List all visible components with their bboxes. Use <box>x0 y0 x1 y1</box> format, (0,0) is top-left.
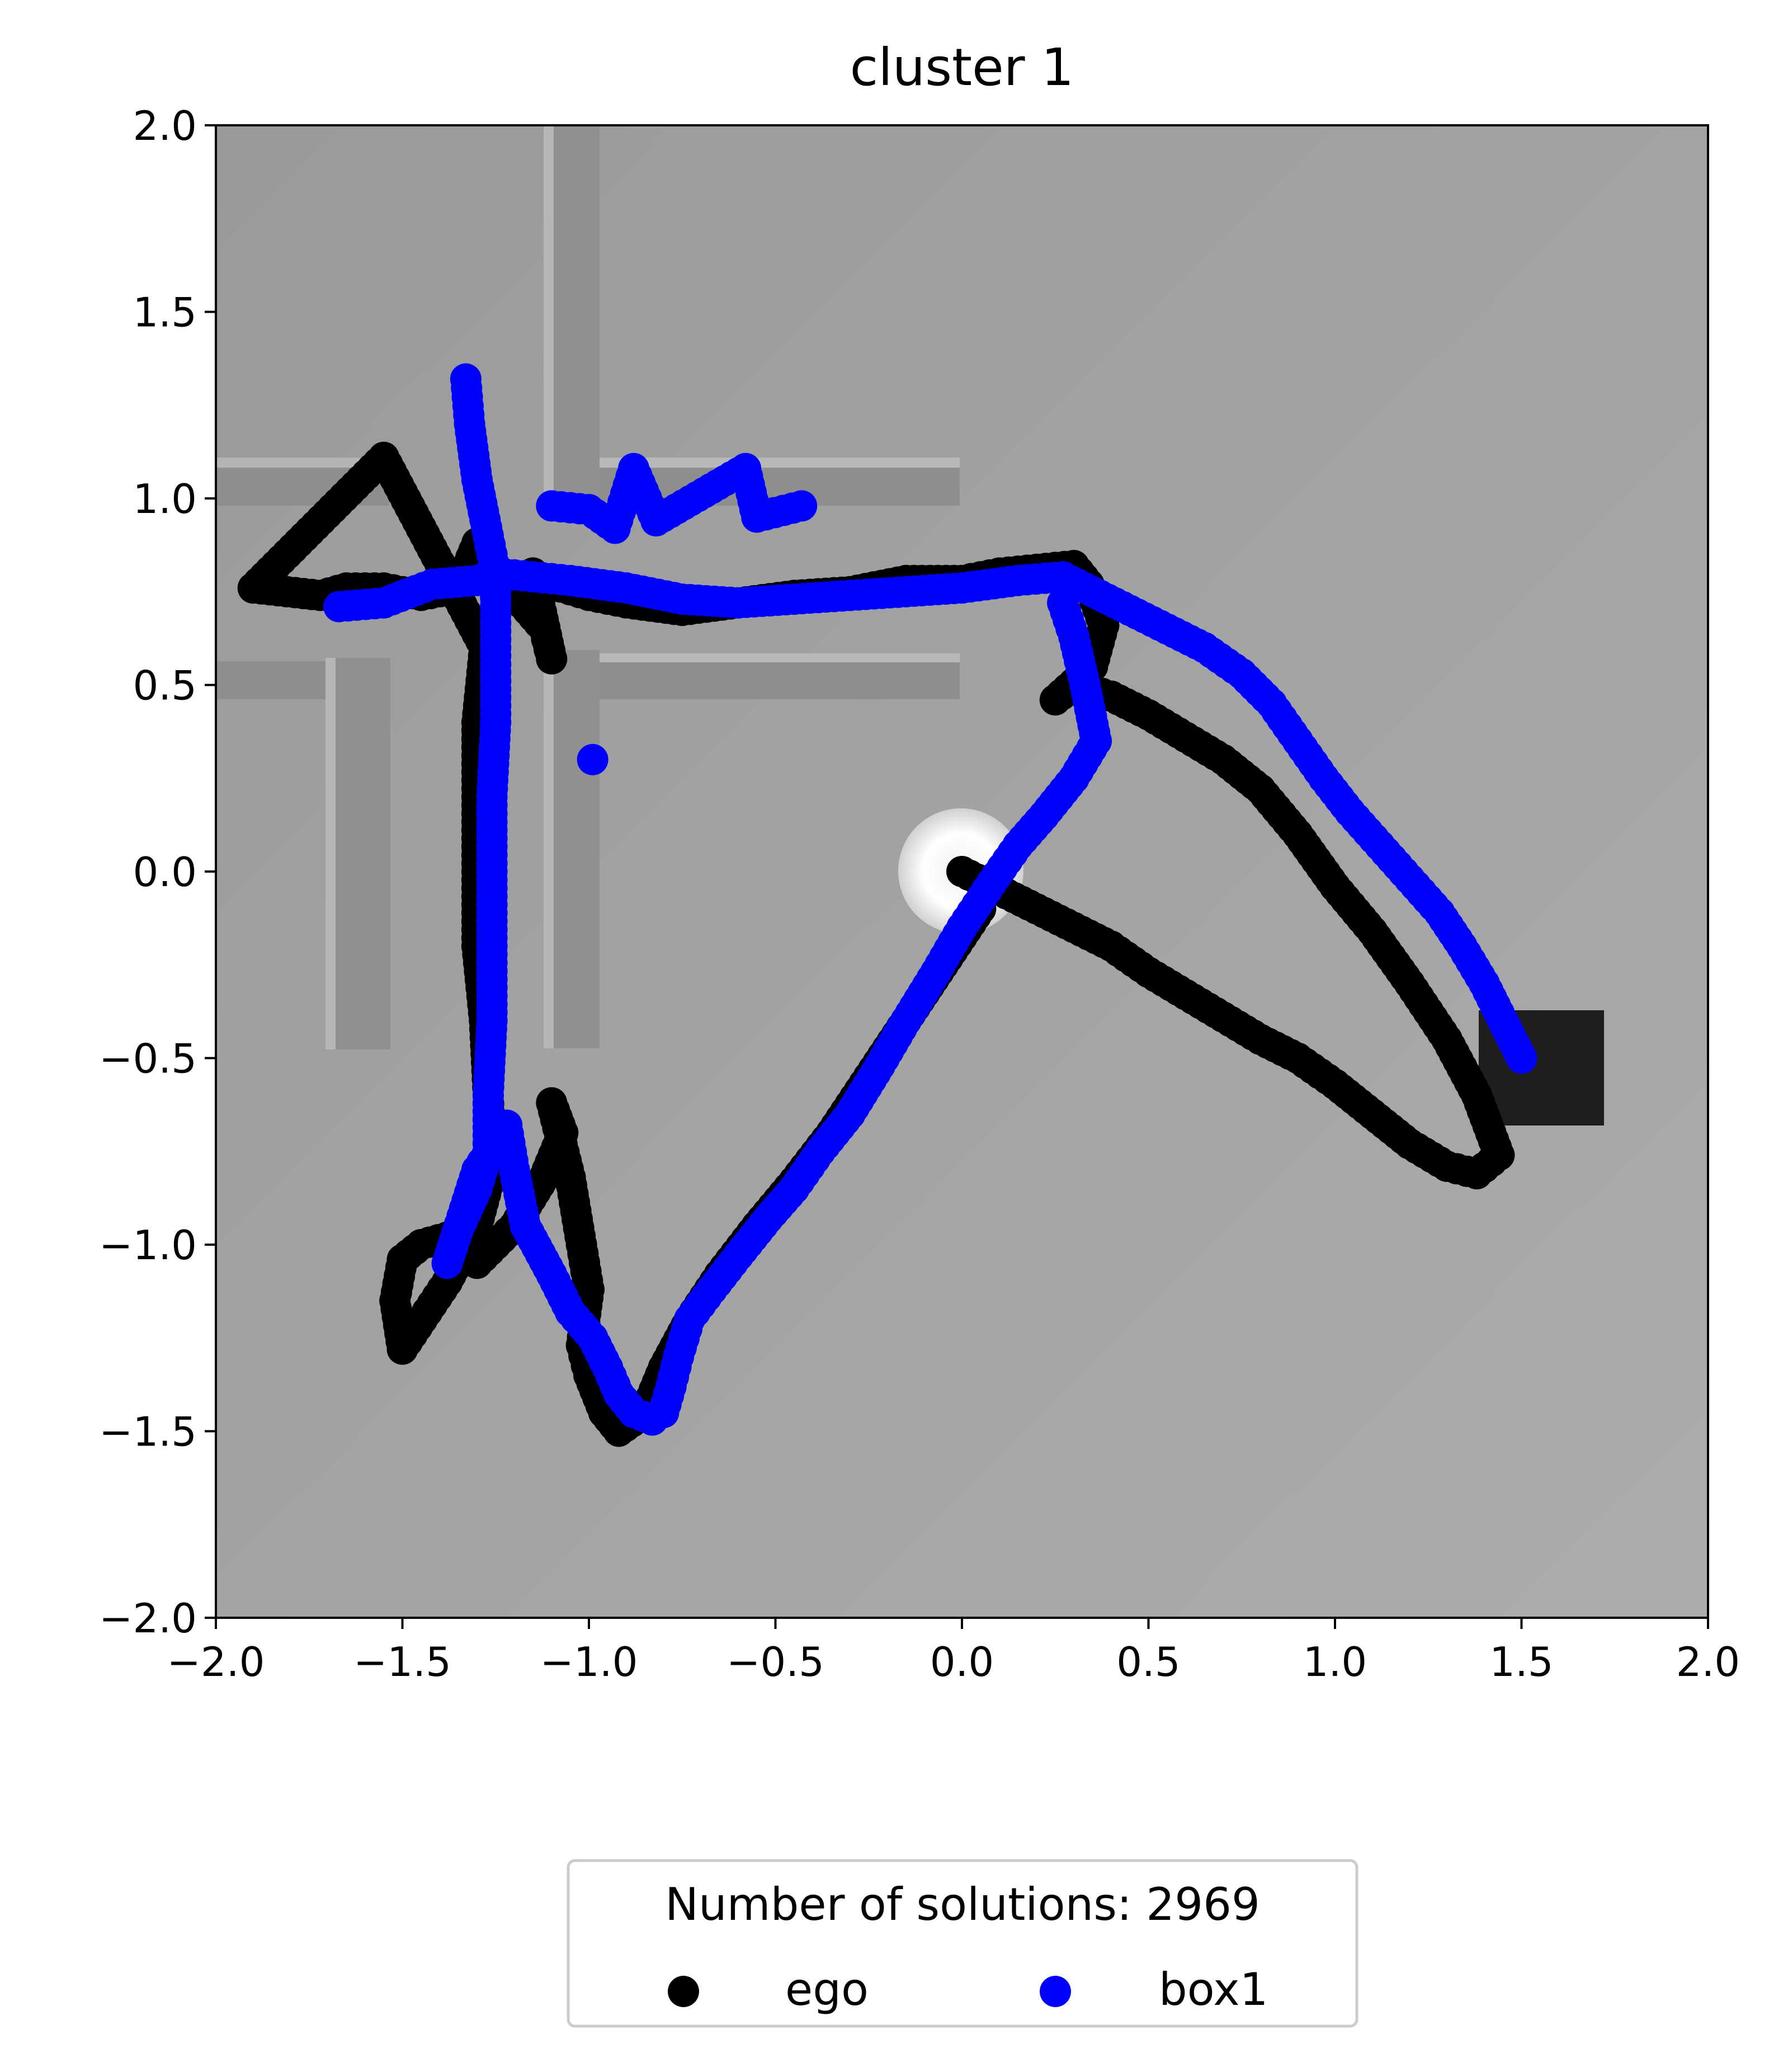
y-tick-label: 0.0 <box>133 849 197 896</box>
y-tick-label: −1.5 <box>99 1409 197 1456</box>
x-tick-label: 1.0 <box>1303 1638 1367 1685</box>
y-tick-label: 1.0 <box>133 475 197 522</box>
wall <box>544 650 554 1048</box>
x-tick-label: 0.5 <box>1116 1638 1181 1685</box>
data-point-box1 <box>577 743 608 775</box>
wall <box>216 458 389 468</box>
y-tick-label: −2.0 <box>99 1595 197 1642</box>
wall <box>325 658 336 1049</box>
data-point-box1 <box>1047 587 1079 619</box>
y-tick-label: 2.0 <box>133 102 197 149</box>
legend-title: Number of solutions: 2969 <box>665 1878 1260 1930</box>
series-layer <box>237 363 1537 1447</box>
wall <box>544 125 554 502</box>
legend-box <box>567 1859 1358 2028</box>
x-tick-label: −1.5 <box>353 1638 451 1685</box>
y-tick-label: −0.5 <box>99 1035 197 1082</box>
legend-label-box1: box1 <box>1159 1963 1268 2016</box>
series-box1 <box>323 363 1537 1436</box>
legend-label-ego: ego <box>785 1963 869 2016</box>
x-tick-label: 2.0 <box>1676 1638 1740 1685</box>
x-tick-label: 1.5 <box>1489 1638 1554 1685</box>
wall <box>325 658 390 1049</box>
y-tick-label: 0.5 <box>133 662 197 709</box>
x-tick-label: −0.5 <box>726 1638 824 1685</box>
data-point-box1 <box>323 591 355 623</box>
y-axis: 2.0 1.5 1.0 0.5 0.0 −0.5 −1.0 −1.5 −2.0 <box>99 102 216 1642</box>
legend: Number of solutions: 2969 ego box1 <box>567 1859 1358 2028</box>
x-tick-label: −1.0 <box>540 1638 638 1685</box>
x-axis: −2.0 −1.5 −1.0 −0.5 0.0 0.5 1.0 1.5 2.0 <box>167 1618 1740 1685</box>
legend-marker-ego <box>668 1976 699 2007</box>
x-tick-label: 0.0 <box>930 1638 994 1685</box>
data-point-box1 <box>786 490 818 522</box>
wall <box>582 653 960 662</box>
x-tick-label: −2.0 <box>167 1638 265 1685</box>
legend-marker-box1 <box>1040 1976 1071 2007</box>
y-tick-label: −1.0 <box>99 1222 197 1269</box>
chart-title: cluster 1 <box>850 37 1074 97</box>
y-tick-label: 1.5 <box>133 289 197 336</box>
wall <box>582 458 960 468</box>
